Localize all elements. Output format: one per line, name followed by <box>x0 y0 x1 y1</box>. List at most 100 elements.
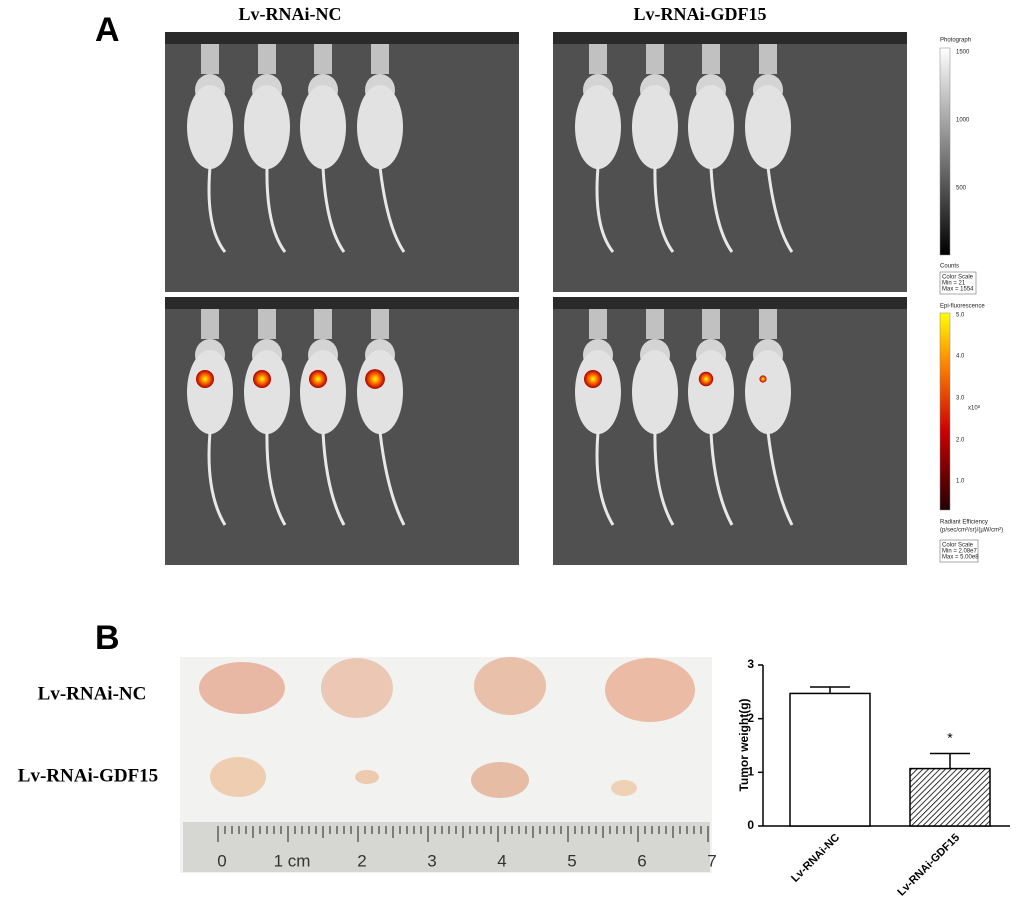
scale-tick: 3.0 <box>956 396 965 402</box>
panel-label: A <box>95 11 120 49</box>
annotation: * <box>947 729 953 745</box>
ruler-label: 5 <box>567 851 576 870</box>
scale-unit-detail: (p/sec/cm²/sr)/(µW/cm²) <box>940 528 1003 534</box>
nose-cone <box>371 309 389 339</box>
mouse-body <box>745 85 791 169</box>
scale-title: Photograph <box>940 38 971 44</box>
nose-cone <box>258 309 276 339</box>
mouse-tail <box>766 431 794 526</box>
scale-box-text: Max = 1554 <box>942 287 974 293</box>
scale-unit: Radiant Efficiency <box>940 520 988 526</box>
ruler-label: 1 cm <box>274 851 311 870</box>
signal <box>196 370 214 388</box>
scale-title: Epi-fluorescence <box>940 304 985 310</box>
mouse-body <box>357 85 403 169</box>
mouse-body <box>575 85 621 169</box>
mouse-tail <box>378 431 406 526</box>
mouse-tail <box>321 431 346 526</box>
signal <box>584 370 602 388</box>
nose-cone <box>589 44 607 74</box>
scale-unit: Counts <box>940 264 959 270</box>
nose-cone <box>589 309 607 339</box>
scale-tick: 1500 <box>956 50 970 56</box>
mouse-body <box>357 350 403 434</box>
ruler-label: 7 <box>707 851 716 870</box>
y-tick-label: 1 <box>747 765 754 779</box>
scale-box-text: Max = 5.00e8 <box>942 555 979 561</box>
scale-box-text: Min = 21 <box>942 281 966 287</box>
mouse-tail <box>709 431 734 526</box>
x-tick-label: Lv-RNAi-GDF15 <box>895 832 962 899</box>
scale-exponent: x10⁸ <box>968 405 981 412</box>
scale-tick: 2.0 <box>956 438 965 444</box>
nose-cone <box>314 309 332 339</box>
mouse-tail <box>595 431 615 526</box>
mouse-body <box>244 85 290 169</box>
nose-cone <box>646 44 664 74</box>
mouse-tail <box>265 166 287 253</box>
bar <box>789 692 871 827</box>
scale-tick: 500 <box>956 186 967 192</box>
mouse-body <box>575 350 621 434</box>
scale-box-text: Min = 2.08e7 <box>942 549 978 555</box>
group-label: Lv-RNAi-GDF15 <box>634 4 767 24</box>
mouse-body <box>688 350 734 434</box>
row-label: Lv-RNAi-NC <box>38 683 147 704</box>
y-tick-label: 3 <box>747 657 754 671</box>
mouse-tail <box>207 166 227 253</box>
ruler-label: 0 <box>217 851 226 870</box>
ruler-label: 4 <box>497 851 506 870</box>
mouse-tail <box>709 166 734 253</box>
nose-cone <box>258 44 276 74</box>
y-tick-label: 2 <box>747 711 754 725</box>
scale-box <box>939 271 977 295</box>
holder-bar <box>553 32 907 44</box>
mouse-body <box>244 350 290 434</box>
imaging-panels <box>165 32 907 565</box>
nose-cone <box>702 44 720 74</box>
nose-cone <box>759 309 777 339</box>
ruler-label: 6 <box>637 851 646 870</box>
scale-box-text: Color Scale <box>942 275 974 281</box>
scale-box <box>939 539 979 563</box>
ruler-label: 3 <box>427 851 436 870</box>
nose-cone <box>759 44 777 74</box>
scale-tick: 5.0 <box>956 313 965 319</box>
mouse-body <box>300 350 346 434</box>
nose-cone <box>314 44 332 74</box>
y-axis-label: Tumor weight(g) <box>737 698 751 791</box>
nose-cone <box>646 309 664 339</box>
holder-bar <box>165 32 519 44</box>
mouse-tail <box>265 431 287 526</box>
signal <box>759 375 767 383</box>
signal <box>365 369 385 389</box>
bar-chart: 0 1 2 3 Tumor weight(g) Lv-RNAi-NC Lv-RNAi-GDF… <box>737 657 1010 899</box>
mouse-body <box>300 85 346 169</box>
signal <box>309 370 327 388</box>
mouse-body <box>688 85 734 169</box>
scale-tick: 1.0 <box>956 479 965 485</box>
nose-cone <box>201 309 219 339</box>
mouse-tail <box>207 431 227 526</box>
nose-cone <box>201 44 219 74</box>
ruler-label: 2 <box>357 851 366 870</box>
mouse-body <box>632 350 678 434</box>
x-tick-label: Lv-RNAi-NC <box>789 832 842 885</box>
color-scale <box>939 312 951 511</box>
y-tick-label: 0 <box>747 818 754 832</box>
color-scale <box>939 47 951 256</box>
holder-bar <box>165 297 519 309</box>
nose-cone <box>702 309 720 339</box>
row-label: Lv-RNAi-GDF15 <box>18 765 158 786</box>
mouse-body <box>745 350 791 434</box>
scale-tick: 4.0 <box>956 354 965 360</box>
bar <box>909 767 991 827</box>
scale-tick: 1000 <box>956 118 970 124</box>
tumor-photo <box>180 657 712 873</box>
scale-box-text: Color Scale <box>942 543 974 549</box>
signal <box>698 371 714 387</box>
mouse-body <box>187 350 233 434</box>
panel-label: B <box>95 619 120 657</box>
mouse-tail <box>321 166 346 253</box>
